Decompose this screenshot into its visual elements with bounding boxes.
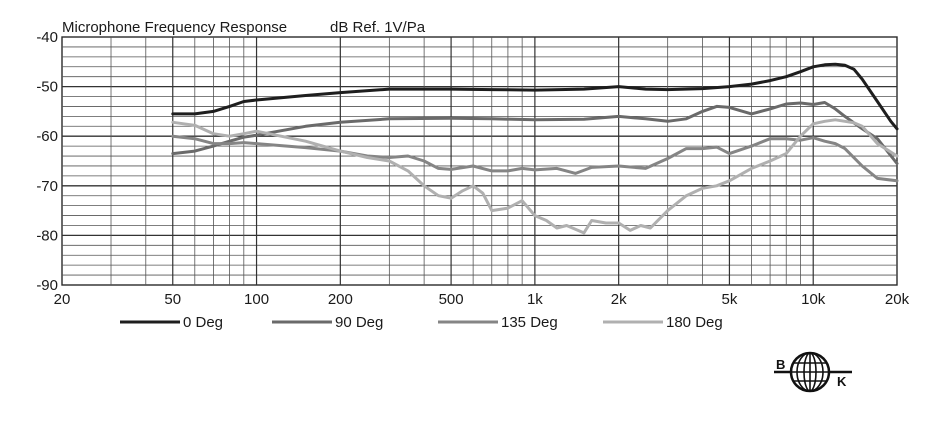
legend-label-180-deg: 180 Deg	[666, 314, 723, 331]
y-tick-label: -90	[36, 277, 58, 294]
y-tick-label: -50	[36, 79, 58, 96]
series-line-90-deg	[171, 101, 899, 165]
legend: 0 Deg 90 Deg 135 Deg 180 Deg	[120, 314, 723, 331]
plot-frame	[61, 36, 898, 286]
x-tick-label: 20k	[885, 291, 910, 308]
chart-subtitle: dB Ref. 1V/Pa	[330, 19, 426, 36]
y-tick-label: -40	[36, 29, 58, 46]
logo-letter-k: K	[837, 374, 847, 389]
logo-letter-b: B	[776, 357, 785, 372]
chart-title: Microphone Frequency Response	[62, 19, 287, 36]
x-tick-label: 5k	[722, 291, 738, 308]
y-tick-label: -60	[36, 128, 58, 145]
legend-label-0-deg: 0 Deg	[183, 314, 223, 331]
series-line-135-deg	[171, 134, 899, 183]
x-tick-label: 2k	[611, 291, 627, 308]
legend-label-135-deg: 135 Deg	[501, 314, 558, 331]
y-tick-label: -80	[36, 227, 58, 244]
y-axis-ticks: -40 -50 -60 -70 -80 -90	[36, 29, 58, 294]
y-tick-label: -70	[36, 178, 58, 195]
x-tick-label: 10k	[801, 291, 826, 308]
x-tick-label: 200	[328, 291, 353, 308]
x-tick-label: 50	[164, 291, 181, 308]
x-tick-label: 1k	[527, 291, 543, 308]
bk-logo: B K	[774, 351, 852, 393]
x-tick-label: 500	[439, 291, 464, 308]
series-lines	[171, 62, 899, 235]
series-line-0-deg	[171, 62, 899, 131]
plot-grid	[61, 36, 898, 286]
x-tick-label: 20	[54, 291, 71, 308]
x-axis-ticks: 20 50 100 200 500 1k 2k 5k 10k 20k	[54, 291, 910, 308]
series-line-180-deg	[171, 118, 899, 235]
legend-label-90-deg: 90 Deg	[335, 314, 383, 331]
x-tick-label: 100	[244, 291, 269, 308]
